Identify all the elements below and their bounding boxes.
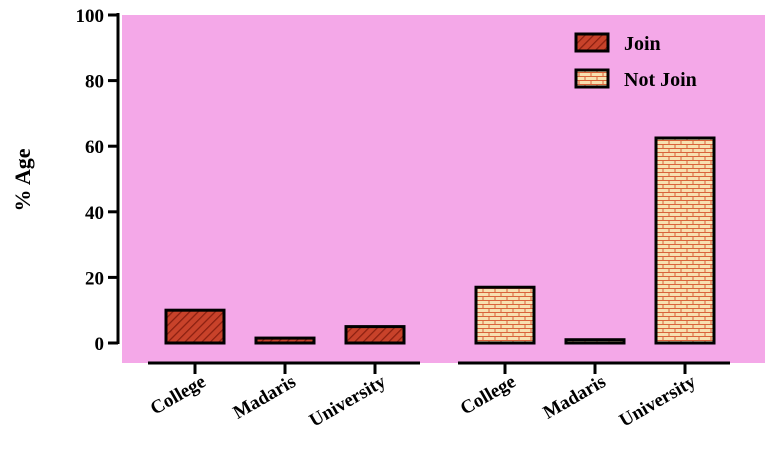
bar-not-join-college (474, 285, 536, 345)
x-tick-label: University (306, 371, 390, 432)
x-tick-label: College (457, 371, 520, 419)
x-axis (148, 361, 730, 374)
y-axis: 0 20 40 60 80 100 (76, 6, 120, 355)
y-axis-title: % Age (10, 148, 35, 211)
y-tick-label: 100 (76, 6, 105, 27)
bar-join-university (344, 325, 406, 345)
bars (164, 136, 716, 345)
x-tick-label: University (616, 371, 700, 432)
y-tick-label: 20 (85, 268, 104, 289)
legend-swatch (574, 32, 610, 53)
legend-label: Join (624, 33, 661, 55)
y-tick-label: 0 (95, 334, 105, 355)
legend-swatch (574, 68, 610, 89)
x-tick-label: College (147, 371, 210, 419)
bar-not-join-university (654, 136, 716, 345)
x-tick-label: Madaris (230, 371, 300, 423)
legend: Join Not Join (574, 32, 697, 91)
x-tick-label: Madaris (540, 371, 610, 423)
bar-not-join-madaris (564, 338, 626, 345)
y-tick-label: 60 (85, 137, 104, 158)
bar-join-college (164, 308, 226, 345)
category-labels: College Madaris University College Madaris Un… (147, 371, 700, 432)
y-tick-label: 40 (85, 203, 104, 224)
legend-label: Not Join (624, 69, 697, 91)
y-tick-label: 80 (85, 72, 104, 93)
bar-join-madaris (254, 336, 316, 345)
